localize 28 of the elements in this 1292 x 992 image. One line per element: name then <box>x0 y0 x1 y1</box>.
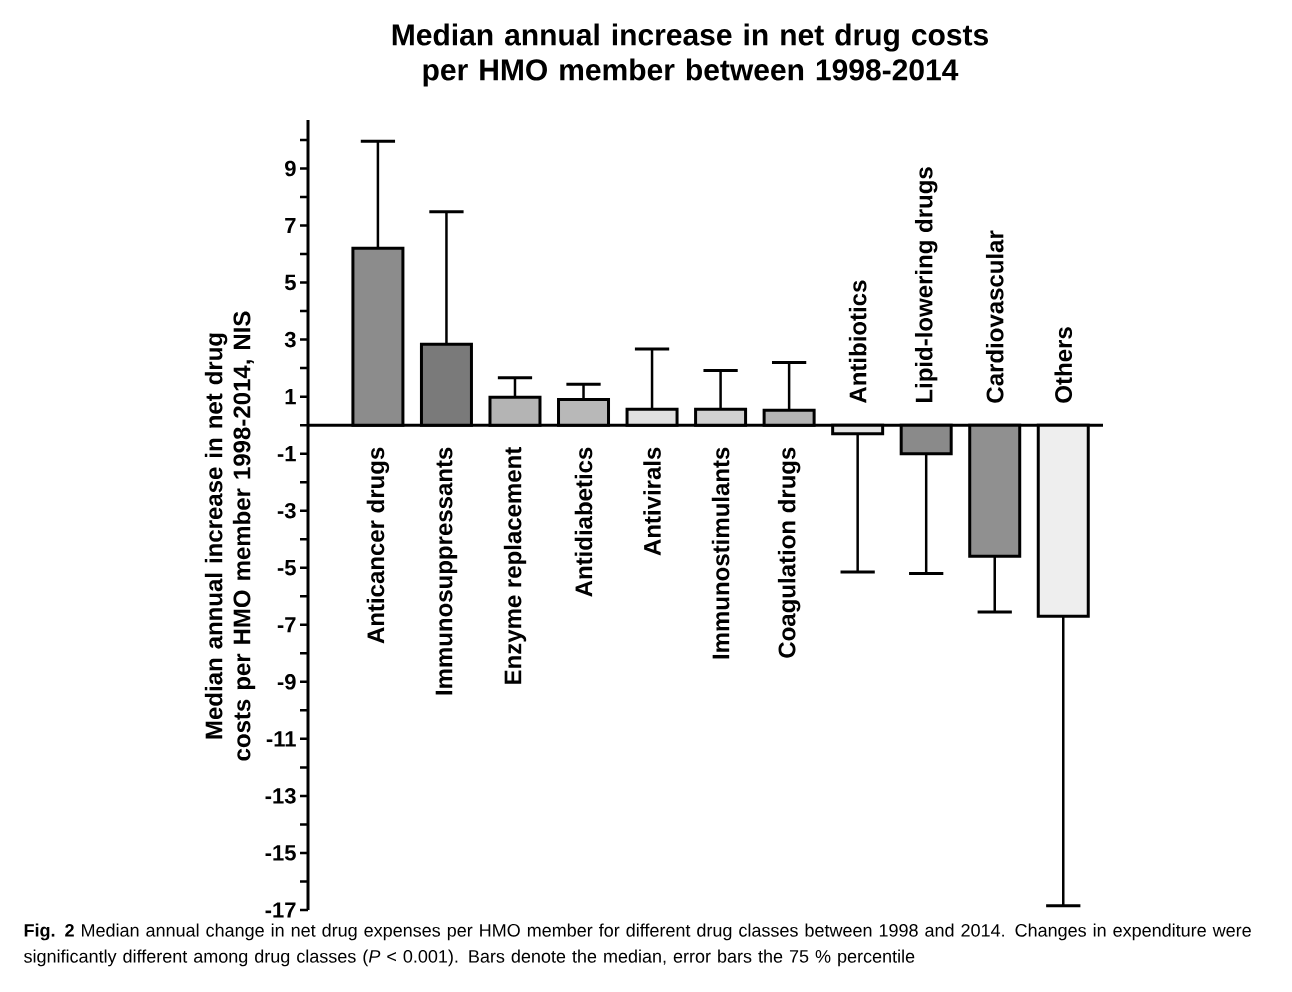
y-tick-label: -15 <box>265 845 296 861</box>
chart-title: Median annual increase in net drug costs per HMO member between 1998-2014 <box>392 23 988 87</box>
y-tick-label: -5 <box>277 560 296 576</box>
text: Fig. 2 Median annual change in net drug expenses per HMO member for different drug classes between 1998 and 2014. Changes in expenditure were significantly different among drug classes (P < 0.001). Bars denote the median, error bars the 75 % percentile <box>24 923 1251 967</box>
y-tick-label: -7 <box>277 617 296 633</box>
x-tick-label: Antidiabetics <box>574 447 593 597</box>
y-tick-label: -11 <box>266 731 296 747</box>
x-tick-label: Anticancer drugs <box>366 447 390 644</box>
x-tick-label: Antibiotics <box>848 280 867 404</box>
x-tick-label: Antivirals <box>643 447 661 556</box>
y-tick-label: 3 <box>284 331 296 348</box>
y-tick-label: -9 <box>277 674 296 690</box>
x-tick-label: Immunostimulants <box>711 447 730 659</box>
y-tick-label: -13 <box>265 788 296 804</box>
x-tick-label: Coagulation drugs <box>777 447 801 658</box>
x-tick-label: Immunosuppressants <box>435 447 458 695</box>
x-tick-label: Cardiovascular <box>985 230 1004 403</box>
x-tick-label: Others <box>1054 327 1073 403</box>
y-tick-label: 1 <box>285 389 296 405</box>
y-tick-label: -1 <box>277 446 296 462</box>
x-tick-label: Lipid-lowering drugs <box>914 167 938 403</box>
y-tick-label: 7 <box>285 217 296 234</box>
y-tick-label: 9 <box>285 160 296 177</box>
y-axis-title: Median annual increase in net drug costs per HMO member 1998-2014, NIS <box>204 311 256 761</box>
y-tick-label: -3 <box>277 502 296 519</box>
y-tick-label: 5 <box>284 274 296 291</box>
x-tick-label: Enzyme replacement <box>503 447 527 684</box>
y-tick-label: -17 <box>265 902 296 918</box>
